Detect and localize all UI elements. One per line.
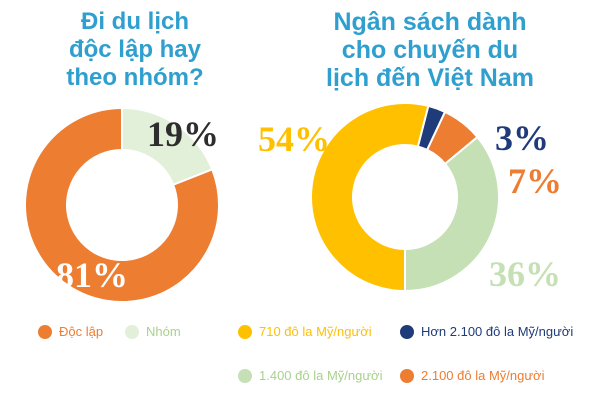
legend-swatch-doc-lap <box>38 324 52 339</box>
legend-item-doc-lap: Độc lập <box>38 324 103 339</box>
legend-item-1400: 1.400 đô la Mỹ/người <box>238 368 382 383</box>
title-line: độc lập hay <box>68 36 202 63</box>
chart-title-budget: Ngân sách dành cho chuyến du lịch đến Vi… <box>285 8 575 92</box>
pct-label-710-do-la-my-nguoi: 54% <box>258 119 330 159</box>
legend-label: 710 đô la Mỹ/người <box>259 324 372 339</box>
title-line: cho chuyến du <box>341 36 519 64</box>
pct-label-nhom: 19% <box>147 114 219 154</box>
pct-label-2-100-do-la-my-nguoi: 7% <box>508 161 562 201</box>
legend-swatch-over-2100 <box>400 324 414 339</box>
legend-item-over-2100: Hơn 2.100 đô la Mỹ/người <box>400 324 573 339</box>
title-line: Ngân sách dành <box>333 8 527 36</box>
slice-labels: 81% 19% 54% 3%7% 36% <box>56 114 562 295</box>
chart-title-travel-type: Đi du lịch độc lập hay theo nhóm? <box>35 8 235 92</box>
donut-budget <box>310 102 500 293</box>
slice-doc-lap <box>24 106 220 303</box>
pct-label-hon-2-100-do-la-my-nguoi: 3% <box>495 118 549 158</box>
slice-1-400-do-la-my-nguoi <box>404 135 500 293</box>
legend-swatch-nhom <box>125 324 139 339</box>
legend-swatch-710 <box>238 324 252 339</box>
legend-item-2100: 2.100 đô la Mỹ/người <box>400 368 544 383</box>
legend-swatch-1400 <box>238 368 252 383</box>
title-line: lịch đến Việt Nam <box>326 64 534 92</box>
legend-label: Hơn 2.100 đô la Mỹ/người <box>421 324 574 339</box>
legend-item-710: 710 đô la Mỹ/người <box>238 324 372 339</box>
slice-nhom <box>121 106 214 187</box>
legend-item-nhom: Nhóm <box>125 324 181 339</box>
title-line: theo nhóm? <box>66 64 204 91</box>
legend-swatch-2100 <box>400 368 414 383</box>
legend-label: Nhóm <box>146 324 181 339</box>
legend-label: 1.400 đô la Mỹ/người <box>259 368 383 383</box>
donut-travel-type <box>24 106 220 303</box>
pct-label-doc-lap: 81% <box>56 255 128 295</box>
pct-label-1-400-do-la-my-nguoi: 36% <box>489 254 561 294</box>
slice-710-do-la-my-nguoi <box>310 102 430 293</box>
legend-label: 2.100 đô la Mỹ/người <box>421 368 545 383</box>
legend-label: Độc lập <box>59 324 104 339</box>
title-line: Đi du lịch <box>81 8 189 35</box>
